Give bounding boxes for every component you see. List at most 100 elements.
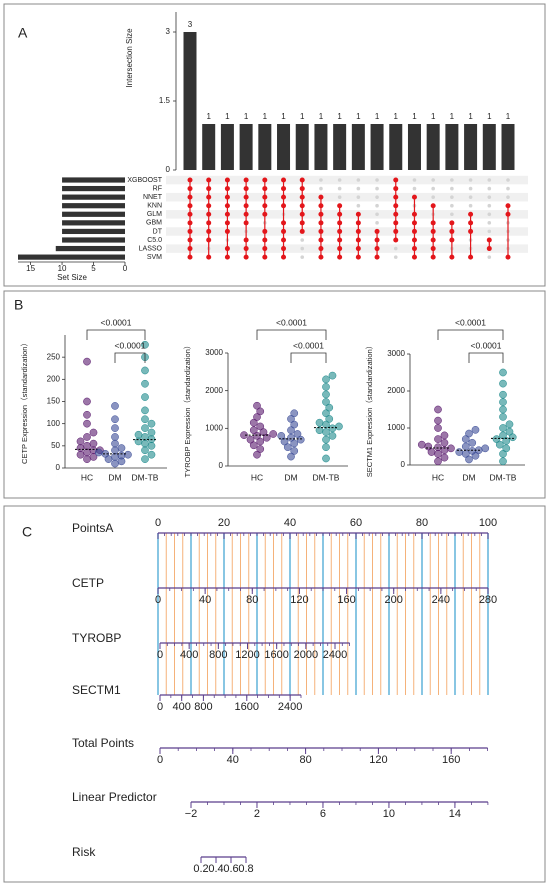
data-point [322, 375, 330, 384]
data-point [124, 450, 132, 459]
tick-label: 1200 [235, 649, 259, 661]
set-size-bar [62, 185, 125, 192]
data-point [147, 450, 156, 459]
set-size-bar [62, 228, 125, 235]
data-point [111, 402, 119, 410]
y-tick-label: 1000 [387, 423, 405, 432]
member-dot [243, 254, 249, 260]
empty-dot [356, 186, 361, 191]
significance-bracket [468, 352, 504, 363]
member-dot [393, 211, 399, 217]
empty-dot [337, 186, 342, 191]
empty-dot [375, 186, 379, 191]
member-dot [430, 237, 436, 243]
empty-dot [487, 186, 492, 191]
row-label: CETP [72, 576, 104, 590]
intersection-bar [445, 124, 459, 170]
matrix-stripe [166, 192, 528, 202]
member-dot [449, 237, 455, 243]
tick-label: 120 [290, 594, 308, 606]
data-point [434, 435, 442, 443]
data-point [434, 416, 442, 425]
data-point [246, 435, 255, 444]
empty-dot [300, 238, 305, 242]
data-point [83, 441, 91, 450]
tick-label: 800 [194, 701, 212, 713]
tick-label: 0.4 [208, 863, 223, 875]
member-dot [430, 246, 436, 252]
data-point [83, 433, 91, 441]
tick-label: −2 [185, 808, 198, 820]
y-tick-label: 3 [166, 27, 171, 36]
data-point [111, 439, 119, 448]
y-tick-label: 0 [401, 460, 406, 469]
empty-dot [375, 212, 379, 217]
tick-label: 400 [173, 701, 191, 713]
data-point [440, 438, 449, 447]
member-dot [393, 203, 399, 209]
y-tick-label: 2000 [387, 386, 405, 395]
intersection-bar [277, 124, 291, 170]
member-dot [393, 186, 399, 192]
x-axis-title: Set Size [57, 273, 87, 282]
data-point [89, 428, 98, 437]
empty-dot [506, 186, 510, 191]
member-dot [187, 246, 193, 252]
data-point [141, 379, 149, 388]
member-dot [206, 194, 212, 200]
member-dot [355, 211, 361, 217]
data-point [83, 357, 91, 366]
empty-dot [487, 195, 492, 199]
tick-label: 1600 [264, 649, 288, 661]
member-dot [318, 194, 324, 200]
data-point [134, 430, 143, 439]
x-tick-label: 5 [91, 264, 96, 273]
member-dot [206, 211, 212, 217]
set-name: GLM [147, 211, 162, 218]
empty-dot [393, 255, 398, 259]
tick-label: 120 [369, 754, 387, 766]
tick-label: 0.2 [193, 863, 208, 875]
y-tick-label: 1.5 [159, 96, 171, 105]
x-tick-label: HC [81, 472, 93, 482]
row-label: SECTM1 [72, 683, 121, 697]
member-dot [281, 228, 287, 234]
bar-value-label: 1 [319, 112, 324, 121]
p-value-label: <0.0001 [293, 340, 324, 350]
member-dot [449, 254, 455, 260]
bar-value-label: 1 [206, 112, 211, 121]
member-dot [281, 220, 287, 226]
member-dot [299, 203, 305, 209]
member-dot [318, 211, 324, 217]
member-dot [206, 203, 212, 209]
member-dot [262, 211, 268, 217]
member-dot [468, 220, 474, 226]
p-value-label: <0.0001 [455, 317, 486, 327]
empty-dot [450, 178, 454, 182]
x-tick-label: 10 [58, 264, 67, 273]
set-name: GBM [146, 220, 162, 227]
data-point [134, 437, 143, 446]
member-dot [393, 177, 399, 183]
member-dot [206, 220, 212, 226]
matrix-stripe [166, 175, 528, 185]
tick-label: 200 [385, 594, 403, 606]
empty-dot [450, 212, 454, 217]
data-point [434, 450, 442, 458]
tick-label: 80 [299, 754, 311, 766]
bar-value-label: 1 [225, 112, 230, 121]
row-label: Total Points [72, 736, 134, 750]
member-dot [262, 177, 268, 183]
y-tick-label: 200 [47, 374, 61, 383]
y-tick-label: 150 [47, 397, 61, 406]
empty-dot [356, 203, 361, 208]
panel-frame [3, 505, 546, 883]
data-point [434, 405, 442, 414]
row-label: TYROBP [72, 631, 121, 645]
data-point [83, 410, 91, 419]
member-dot [449, 220, 455, 226]
tick-label: 2400 [278, 701, 302, 713]
bar-value-label: 1 [468, 112, 473, 121]
member-dot [505, 203, 511, 209]
member-dot [187, 177, 193, 183]
